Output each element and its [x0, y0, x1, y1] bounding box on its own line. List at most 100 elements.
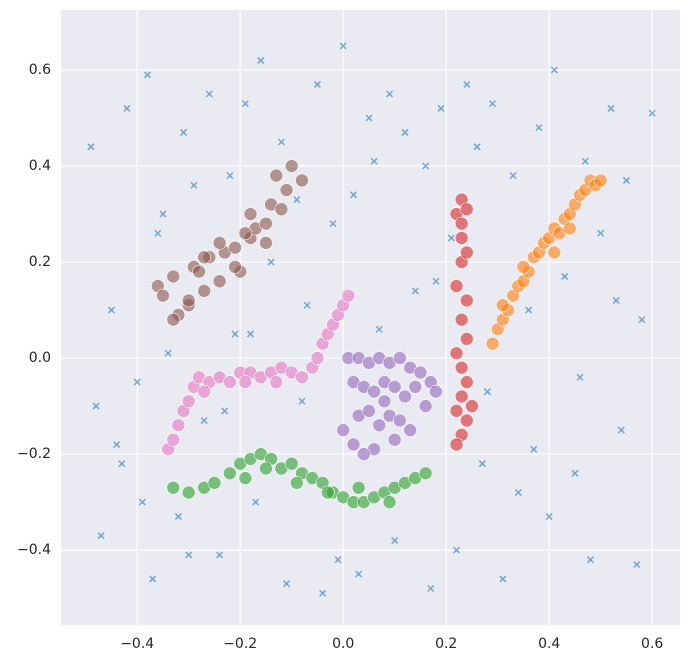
point: [418, 399, 433, 413]
point: [295, 173, 309, 188]
point: [393, 413, 407, 428]
point: [97, 532, 105, 540]
point: [586, 556, 594, 564]
point: [561, 272, 569, 280]
point: [365, 114, 373, 122]
point: [391, 536, 399, 545]
point: [212, 274, 227, 289]
point: [259, 461, 273, 476]
point: [290, 476, 304, 490]
point: [401, 128, 409, 136]
point: [413, 365, 428, 380]
point: [159, 210, 167, 218]
point: [516, 260, 531, 274]
x-tick-label: 0.6: [641, 636, 663, 652]
point: [525, 306, 533, 314]
point: [320, 485, 335, 500]
point: [408, 380, 423, 394]
point: [226, 172, 234, 180]
point: [429, 384, 443, 399]
y-tick-label: −0.2: [17, 446, 51, 462]
y-tick-label: 0.6: [29, 62, 51, 78]
point: [92, 402, 100, 410]
point: [87, 143, 95, 151]
point: [310, 351, 325, 365]
point: [313, 80, 321, 88]
point: [597, 229, 605, 237]
point: [334, 556, 342, 564]
point: [460, 293, 474, 308]
point: [411, 287, 419, 295]
point: [460, 245, 474, 260]
point: [386, 90, 394, 98]
point: [581, 157, 589, 165]
point: [329, 220, 337, 228]
point: [465, 399, 479, 413]
x-tick-label: 0.0: [332, 636, 354, 652]
point: [298, 397, 306, 405]
point: [228, 260, 242, 274]
point: [449, 346, 464, 361]
point: [622, 176, 630, 184]
point: [460, 413, 474, 428]
x-tick-label: 0.4: [538, 636, 560, 652]
x-tick-label: 0.2: [435, 636, 457, 652]
point: [362, 404, 376, 418]
point: [375, 325, 383, 333]
point: [509, 172, 517, 180]
point: [454, 312, 469, 327]
point: [293, 196, 301, 204]
point: [138, 498, 146, 506]
point: [427, 584, 435, 593]
point: [535, 124, 543, 132]
point: [197, 284, 211, 298]
point: [181, 394, 196, 409]
point: [223, 375, 237, 389]
point: [284, 159, 299, 173]
point: [478, 460, 486, 468]
point: [113, 440, 121, 449]
point: [452, 546, 461, 554]
point: [156, 288, 170, 303]
point: [454, 360, 469, 375]
point: [357, 447, 371, 461]
point: [367, 384, 381, 399]
point: [473, 143, 481, 151]
point: [382, 495, 397, 509]
point: [460, 202, 474, 217]
point: [617, 426, 625, 434]
point: [118, 460, 126, 468]
point: [562, 221, 577, 236]
point: [547, 245, 562, 260]
point: [571, 469, 579, 477]
point: [346, 437, 361, 452]
point: [171, 418, 186, 433]
point: [180, 128, 188, 136]
point: [212, 236, 227, 250]
point: [259, 236, 273, 250]
point: [303, 301, 311, 309]
point: [387, 380, 402, 394]
point: [223, 466, 237, 481]
point: [612, 296, 620, 304]
point: [633, 560, 641, 569]
point: [190, 181, 198, 189]
point: [149, 575, 157, 583]
point: [460, 332, 474, 346]
point: [166, 269, 181, 284]
point: [341, 288, 356, 303]
point: [238, 226, 253, 241]
x-tick-label: −0.4: [120, 636, 154, 652]
point: [123, 104, 131, 112]
point: [200, 416, 208, 425]
point: [192, 264, 206, 279]
point: [269, 375, 284, 389]
point: [514, 488, 522, 497]
point: [243, 207, 258, 221]
point: [349, 191, 358, 199]
point: [355, 570, 363, 578]
plot-area: [61, 10, 680, 625]
point: [221, 407, 229, 415]
y-tick-label: 0.0: [29, 350, 51, 366]
